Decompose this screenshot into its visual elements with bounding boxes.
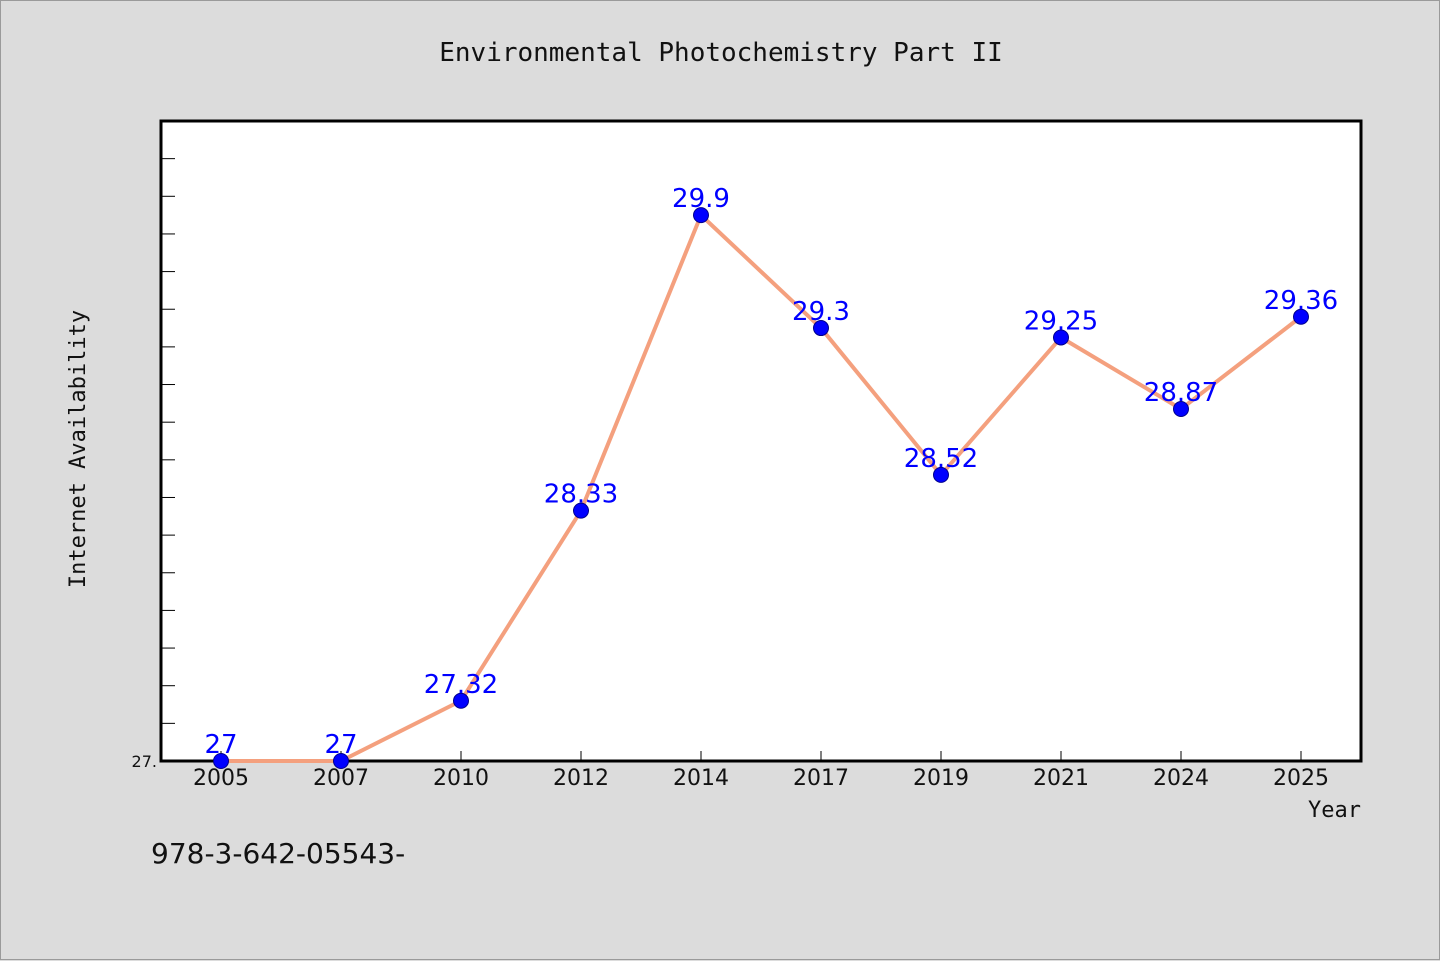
data-label: 29.36 [1264, 286, 1338, 316]
data-point [453, 692, 469, 709]
data-point [213, 753, 229, 769]
y-tick-label: 27. [132, 752, 157, 771]
data-point [573, 502, 589, 519]
data-point [333, 753, 349, 769]
x-tick-label: 2024 [1153, 766, 1209, 791]
data-label: 28.33 [544, 480, 618, 510]
data-point [813, 320, 829, 337]
footnote-isbn: 978-3-642-05543- [151, 837, 405, 870]
y-axis-ticks: 27. [132, 120, 175, 771]
data-point [1293, 308, 1309, 325]
x-axis-label: Year [1308, 798, 1361, 823]
x-tick-label: 2014 [673, 766, 729, 791]
x-tick-label: 2019 [913, 766, 969, 791]
data-point [1053, 329, 1069, 346]
y-axis-label: Internet Availability [66, 310, 91, 588]
data-labels: 27 27 27.32 28.33 29.9 29.3 28.52 29.25 28.87 29.… [204, 184, 1338, 760]
data-label: 29.25 [1024, 306, 1098, 336]
data-label: 27.32 [424, 670, 498, 700]
data-label: 29.3 [792, 297, 850, 327]
chart-title: Environmental Photochemistry Part II [439, 38, 1003, 68]
data-point [933, 466, 949, 483]
data-label: 28.52 [904, 444, 978, 474]
x-tick-label: 2025 [1273, 766, 1329, 791]
x-tick-label: 2005 [193, 766, 249, 791]
data-point [1173, 401, 1189, 417]
data-label: 27 [204, 730, 237, 760]
data-label: 29.9 [672, 184, 730, 214]
data-markers [213, 207, 1309, 769]
data-label: 28.87 [1144, 378, 1218, 408]
x-tick-label: 2012 [553, 766, 609, 791]
x-tick-label: 2017 [793, 766, 849, 791]
x-tick-label: 2010 [433, 766, 489, 791]
x-tick-label: 2021 [1033, 766, 1089, 791]
data-label: 27 [324, 730, 357, 760]
data-point [693, 207, 709, 224]
plot-area [159, 119, 1363, 763]
x-tick-label: 2007 [313, 766, 369, 791]
series-line [221, 213, 1303, 763]
x-axis-ticks: 2005 2007 2010 2012 2014 2017 2019 2021 2024 2025 [193, 751, 1329, 791]
